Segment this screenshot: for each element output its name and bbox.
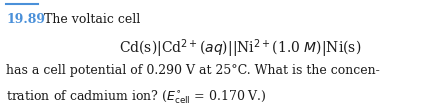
Text: Cd(s)|Cd$^{2+}$($aq$)||Ni$^{2+}$(1.0 $M$)|Ni(s): Cd(s)|Cd$^{2+}$($aq$)||Ni$^{2+}$(1.0 $M$…: [119, 37, 361, 60]
Text: The voltaic cell: The voltaic cell: [44, 13, 140, 26]
Text: has a cell potential of 0.290 V at 25°C. What is the concen-: has a cell potential of 0.290 V at 25°C.…: [6, 64, 380, 77]
Text: tration of cadmium ion? ($E^{\circ}_{\mathrm{cell}}$ = 0.170 V.): tration of cadmium ion? ($E^{\circ}_{\ma…: [6, 88, 267, 106]
Text: 19.89: 19.89: [6, 13, 45, 26]
